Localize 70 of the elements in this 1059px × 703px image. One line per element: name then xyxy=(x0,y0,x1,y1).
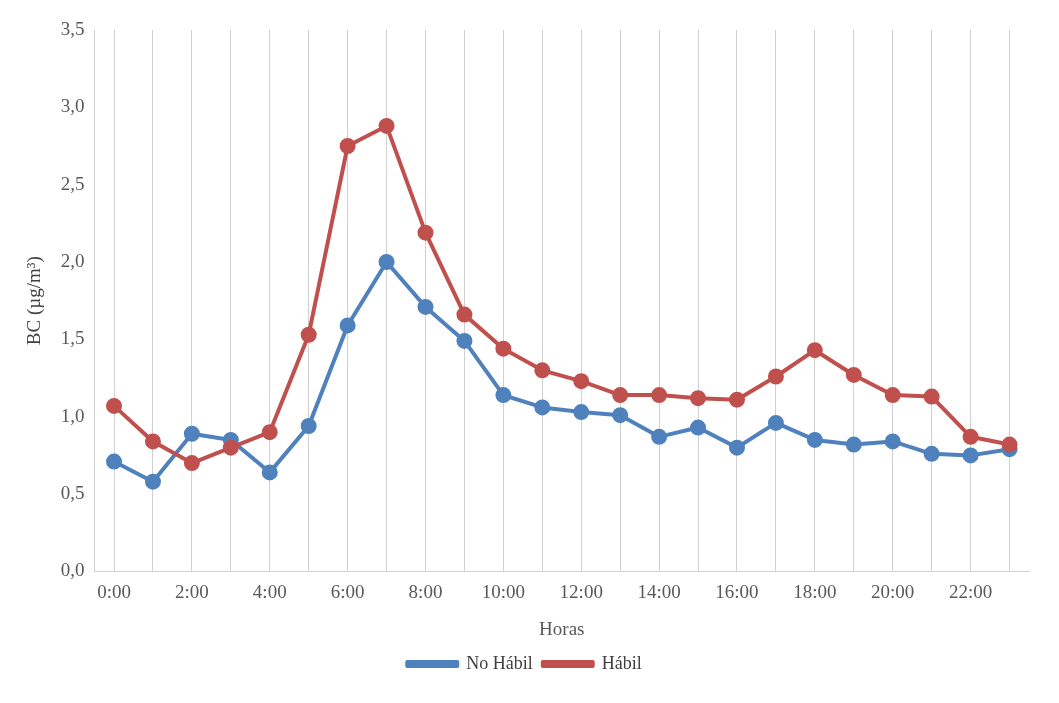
point xyxy=(767,368,784,385)
x-tick-label: 14:00 xyxy=(637,580,681,602)
y-tick-label: 3,0 xyxy=(60,95,85,117)
point xyxy=(806,342,823,359)
x-tick-label: 18:00 xyxy=(793,580,837,602)
point xyxy=(300,418,317,434)
point xyxy=(690,390,707,407)
point xyxy=(300,326,317,343)
point xyxy=(339,138,356,155)
point xyxy=(884,387,901,404)
point xyxy=(845,436,862,453)
point xyxy=(183,455,200,472)
point xyxy=(884,433,901,450)
x-tick-label: 12:00 xyxy=(559,580,603,602)
point xyxy=(378,254,395,271)
point xyxy=(144,473,161,490)
point xyxy=(495,340,512,357)
point xyxy=(845,366,862,383)
point xyxy=(106,397,123,414)
point xyxy=(962,428,979,445)
y-tick-label: 1,5 xyxy=(60,327,85,349)
point xyxy=(728,439,745,456)
x-axis-title: Horas xyxy=(539,617,585,639)
point xyxy=(417,224,434,241)
point xyxy=(767,414,784,431)
point xyxy=(106,453,123,470)
x-tick-label: 6:00 xyxy=(330,580,365,602)
point xyxy=(261,424,278,441)
x-tick-label: 8:00 xyxy=(408,580,443,602)
y-tick-label: 0,5 xyxy=(60,482,85,504)
point xyxy=(534,362,551,379)
y-tick-label: 2,0 xyxy=(60,250,85,272)
point xyxy=(1001,436,1018,453)
x-tick-label: 10:00 xyxy=(481,580,526,602)
point xyxy=(612,387,629,404)
point xyxy=(378,117,395,134)
x-tick-label: 20:00 xyxy=(871,580,915,602)
point xyxy=(144,433,161,450)
legend-label: Hábil xyxy=(601,652,642,673)
point xyxy=(962,447,979,464)
point xyxy=(456,332,473,349)
x-tick-label: 16:00 xyxy=(715,580,759,602)
point xyxy=(222,439,239,456)
y-tick-label: 0,0 xyxy=(60,559,85,581)
point xyxy=(728,391,745,408)
legend-label: No Hábil xyxy=(466,652,533,673)
point xyxy=(534,399,551,416)
y-tick-label: 3,5 xyxy=(60,17,85,39)
point xyxy=(923,445,940,462)
y-axis-title: BC (µg/m³) xyxy=(23,256,46,346)
point xyxy=(651,387,668,404)
y-tick-label: 2,5 xyxy=(60,172,85,194)
point xyxy=(456,306,473,323)
point xyxy=(261,464,278,481)
point xyxy=(923,388,940,405)
y-tick-label: 1,0 xyxy=(60,404,85,426)
point xyxy=(183,425,200,442)
point xyxy=(417,298,434,315)
point xyxy=(573,373,590,390)
point xyxy=(690,419,707,436)
x-tick-label: 2:00 xyxy=(175,580,209,602)
point xyxy=(495,387,512,404)
point xyxy=(339,317,356,334)
point xyxy=(806,431,823,448)
point xyxy=(651,428,668,445)
x-tick-label: 22:00 xyxy=(948,580,993,602)
x-tick-label: 0:00 xyxy=(97,580,131,602)
point xyxy=(612,407,629,424)
x-tick-label: 4:00 xyxy=(252,580,287,602)
point xyxy=(573,404,590,421)
